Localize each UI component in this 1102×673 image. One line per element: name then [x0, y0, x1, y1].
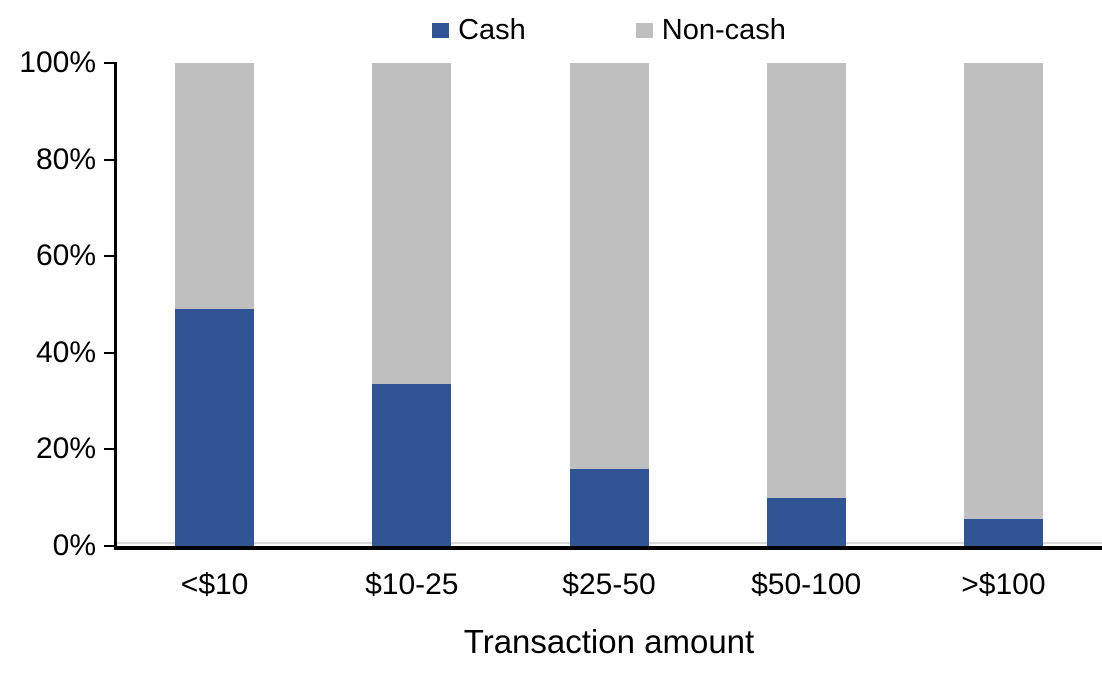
- x-axis-line: [114, 546, 1102, 550]
- legend-label-noncash: Non-cash: [661, 14, 786, 46]
- chart-legend: Cash Non-cash: [116, 10, 1102, 50]
- y-tick-mark: [104, 62, 117, 64]
- x-axis-title: Transaction amount: [463, 623, 755, 660]
- bar-segment-noncash: [569, 63, 649, 469]
- bar-column: [175, 63, 255, 546]
- bar-segment-noncash: [175, 63, 255, 310]
- plot-area: [116, 63, 1102, 546]
- bar-column: [963, 63, 1043, 546]
- y-tick-mark: [104, 545, 117, 547]
- x-axis-tick-labels: <$10 $10-25 $25-50 $50-100 >$100: [116, 567, 1102, 607]
- legend-label-cash: Cash: [458, 14, 526, 46]
- x-tick-label: $50-100: [751, 568, 862, 601]
- legend-item-cash: Cash: [432, 10, 526, 50]
- bar-column: [569, 63, 649, 546]
- bar-column: [766, 63, 846, 546]
- legend-item-noncash: Non-cash: [635, 10, 786, 50]
- bar-segment-cash: [372, 384, 452, 546]
- y-tick-label: 100%: [19, 46, 96, 79]
- bar-column: [372, 63, 452, 546]
- bar-segment-cash: [569, 468, 649, 546]
- bar-segment-cash: [963, 519, 1043, 546]
- x-tick-label: $25-50: [562, 568, 656, 601]
- legend-swatch-noncash-icon: [635, 22, 653, 38]
- bar-segment-noncash: [372, 63, 452, 385]
- y-tick-label: 80%: [35, 142, 96, 176]
- y-tick-mark: [104, 158, 117, 161]
- y-axis-line: [114, 63, 117, 550]
- x-tick-label: >$100: [961, 568, 1046, 601]
- y-tick-mark: [104, 448, 117, 451]
- y-tick-label: 60%: [35, 239, 96, 273]
- y-tick-mark: [104, 351, 117, 354]
- bar-segment-cash: [175, 309, 255, 546]
- x-tick-label: <$10: [180, 568, 249, 601]
- y-tick-mark: [104, 255, 117, 258]
- y-axis-tick-labels: 0% 20% 40% 60% 80% 100%: [0, 0, 96, 673]
- bar-segment-noncash: [963, 63, 1043, 520]
- y-tick-label: 40%: [35, 335, 96, 369]
- bar-segment-cash: [766, 497, 846, 546]
- x-tick-label: $10-25: [365, 568, 459, 601]
- y-tick-label: 0%: [52, 529, 96, 562]
- y-tick-label: 20%: [35, 432, 96, 466]
- legend-swatch-cash-icon: [432, 22, 450, 38]
- bar-segment-noncash: [766, 63, 846, 498]
